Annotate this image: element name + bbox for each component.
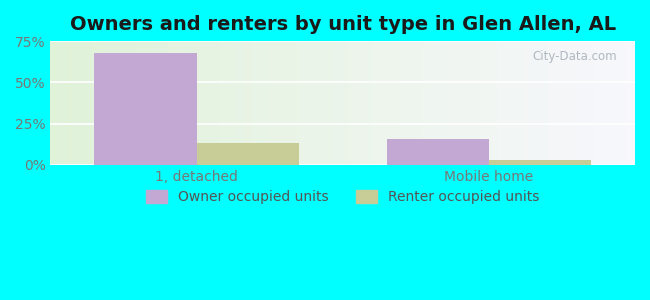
Text: City-Data.com: City-Data.com [533,50,618,63]
Legend: Owner occupied units, Renter occupied units: Owner occupied units, Renter occupied un… [140,185,545,210]
Title: Owners and renters by unit type in Glen Allen, AL: Owners and renters by unit type in Glen … [70,15,616,34]
Bar [387,139,489,165]
Bar [94,53,196,165]
Bar [196,143,299,165]
Bar [489,160,591,165]
